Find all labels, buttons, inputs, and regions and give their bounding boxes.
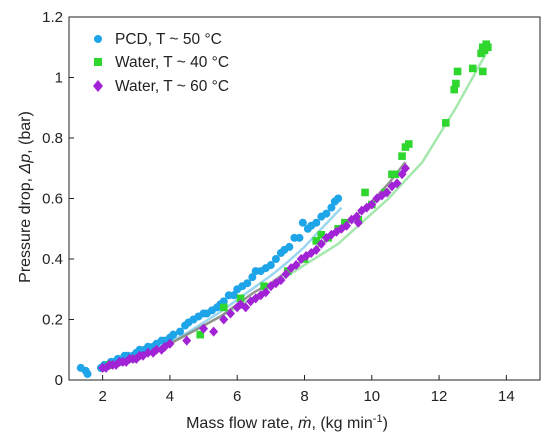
y-tick-label: 1 xyxy=(55,70,63,87)
data-point xyxy=(479,67,487,76)
axis-ticks: 2 4 6 8 10 12 14 0 0.2 0.4 0.6 0.8 1 1.2 xyxy=(42,9,515,405)
data-point xyxy=(251,293,261,304)
data-point xyxy=(281,269,291,280)
data-point xyxy=(261,287,271,298)
data-point xyxy=(196,330,205,339)
data-point xyxy=(382,187,392,198)
data-point xyxy=(361,188,369,197)
y-tick-label: 0.6 xyxy=(42,191,63,208)
x-tick-label: 10 xyxy=(363,388,380,405)
data-points xyxy=(76,40,492,378)
data-point xyxy=(295,233,304,242)
data-point xyxy=(450,85,459,94)
data-point xyxy=(225,308,235,319)
data-point xyxy=(316,238,326,249)
fit-line-series-1 xyxy=(102,46,491,373)
data-point xyxy=(219,314,229,325)
data-point xyxy=(342,220,352,231)
data-point xyxy=(236,294,245,303)
data-point xyxy=(353,217,363,228)
data-point xyxy=(327,203,336,212)
y-tick-label: 0 xyxy=(55,372,63,389)
y-tick-label: 0.4 xyxy=(42,251,63,268)
data-point xyxy=(143,347,153,358)
data-point xyxy=(291,260,301,271)
x-tick-label: 8 xyxy=(300,388,308,405)
data-point xyxy=(400,163,410,174)
data-point xyxy=(169,330,178,339)
data-point xyxy=(398,152,406,160)
data-point xyxy=(391,170,400,179)
legend-label-pcd: PCD, T ~ 50 °C xyxy=(115,31,222,48)
data-point xyxy=(219,303,228,312)
x-tick-label: 12 xyxy=(431,388,448,405)
data-point xyxy=(322,209,331,218)
data-point xyxy=(452,79,460,88)
legend-marker-water-40 xyxy=(94,58,102,66)
data-point xyxy=(442,119,450,127)
x-tick-label: 4 xyxy=(166,388,174,405)
y-tick-label: 1.2 xyxy=(42,9,63,26)
data-point xyxy=(312,218,321,227)
data-point xyxy=(317,231,326,239)
data-point xyxy=(392,178,402,189)
data-point xyxy=(271,255,280,263)
legend-label-water-60: Water, T ~ 60 °C xyxy=(115,78,229,95)
data-point xyxy=(229,291,238,300)
y-tick-label: 0.8 xyxy=(42,130,63,147)
fit-line-series-2 xyxy=(100,161,407,373)
data-point xyxy=(209,326,219,337)
data-point xyxy=(453,67,462,76)
data-point xyxy=(219,297,228,306)
fit-line-series-0 xyxy=(98,206,343,373)
fit-curves xyxy=(98,46,491,373)
data-point xyxy=(151,344,161,355)
y-axis-title: Pressure drop, Δp, (bar) xyxy=(17,111,34,283)
data-point xyxy=(266,261,275,270)
x-tick-label: 2 xyxy=(98,388,106,405)
data-point xyxy=(311,244,321,255)
legend-marker-pcd xyxy=(94,35,102,43)
y-tick-label: 0.2 xyxy=(42,312,63,329)
data-point xyxy=(334,194,343,203)
legend-label-water-40: Water, T ~ 40 °C xyxy=(115,54,229,71)
data-point xyxy=(83,369,92,378)
data-point xyxy=(404,140,413,148)
legend-marker-water-60 xyxy=(93,80,103,92)
data-point xyxy=(243,279,252,288)
data-point xyxy=(312,237,321,245)
x-tick-label: 14 xyxy=(498,388,515,405)
data-point xyxy=(182,335,192,346)
data-point xyxy=(176,327,185,336)
data-point xyxy=(165,338,175,349)
data-point xyxy=(484,43,492,52)
x-tick-label: 6 xyxy=(233,388,241,405)
data-point xyxy=(285,242,294,251)
legend: PCD, T ~ 50 °C Water, T ~ 40 °C Water, T… xyxy=(93,31,229,95)
data-point xyxy=(367,199,377,210)
data-point xyxy=(298,218,307,227)
data-point xyxy=(276,275,286,286)
data-point xyxy=(241,302,251,313)
data-point xyxy=(199,323,209,334)
data-point xyxy=(248,273,257,282)
x-axis-title: Mass flow rate, ṁ, (kg min-1) xyxy=(186,413,388,432)
data-point xyxy=(260,282,268,291)
data-point xyxy=(468,64,477,73)
